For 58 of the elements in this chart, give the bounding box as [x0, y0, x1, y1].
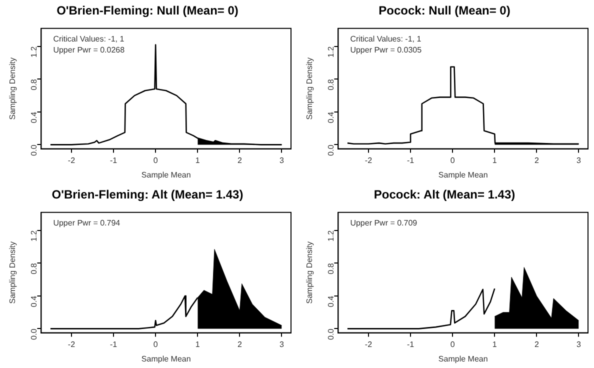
x-tick-label: 1 [492, 156, 498, 165]
x-tick-label: 3 [280, 156, 285, 165]
y-tick-label: 0.0 [326, 328, 336, 340]
x-axis-title: Sample Mean [141, 354, 191, 364]
x-tick-label: -1 [110, 156, 118, 165]
y-axis-title: Sampling Density [305, 241, 314, 304]
y-tick-label: 0.0 [326, 144, 336, 156]
x-tick-label: 3 [576, 340, 582, 349]
chart-title: Pocock: Alt (Mean= 1.43) [374, 188, 516, 202]
y-tick-label: 1.2 [326, 230, 336, 242]
chart-title: O'Brien-Fleming: Null (Mean= 0) [56, 4, 238, 18]
x-tick-label: 0 [153, 156, 158, 165]
x-tick-label: 0 [450, 340, 456, 349]
x-axis-title: Sample Mean [438, 170, 488, 180]
x-tick-label: -2 [364, 156, 373, 165]
x-axis-title: Sample Mean [438, 354, 488, 364]
y-tick-label: 0.4 [326, 111, 336, 124]
x-tick-label: 2 [534, 156, 540, 165]
y-tick-label: 0.8 [29, 262, 38, 274]
x-tick-label: 3 [280, 340, 285, 349]
annotation: Upper Pwr = 0.794 [53, 218, 121, 228]
x-tick-label: 2 [237, 340, 242, 349]
x-tick-label: -2 [68, 156, 76, 165]
x-tick-label: -1 [406, 156, 415, 165]
annotation: Critical Values: -1, 1 [53, 34, 125, 44]
annotation: Upper Pwr = 0.709 [350, 218, 418, 228]
x-tick-label: 0 [153, 340, 158, 349]
y-tick-label: 0.4 [29, 295, 38, 308]
annotation: Upper Pwr = 0.0268 [53, 46, 126, 55]
x-tick-label: 0 [450, 156, 456, 165]
x-tick-label: 2 [237, 156, 242, 165]
chart-title: O'Brien-Fleming: Alt (Mean= 1.43) [52, 188, 244, 202]
x-tick-label: 1 [195, 340, 200, 349]
x-tick-label: -1 [110, 340, 118, 349]
y-tick-label: 1.2 [29, 230, 38, 242]
y-tick-label: 1.2 [326, 46, 336, 58]
x-tick-label: 2 [534, 340, 540, 349]
annotation: Critical Values: -1, 1 [350, 34, 422, 44]
x-tick-label: 3 [576, 156, 582, 165]
y-tick-label: 0.8 [326, 78, 336, 90]
x-tick-label: -1 [406, 340, 415, 349]
y-axis-title: Sampling Density [8, 57, 18, 120]
x-tick-label: -2 [364, 340, 373, 349]
y-tick-label: 0.8 [29, 78, 38, 90]
x-tick-label: -2 [68, 340, 76, 349]
x-tick-label: 1 [195, 156, 200, 165]
y-axis-title: Sampling Density [8, 241, 18, 304]
x-axis-title: Sample Mean [141, 170, 191, 180]
y-axis-title: Sampling Density [305, 57, 314, 120]
x-tick-label: 1 [492, 340, 498, 349]
annotation: Upper Pwr = 0.0305 [350, 46, 422, 55]
y-tick-label: 0.4 [29, 111, 38, 124]
y-tick-label: 0.0 [29, 328, 38, 340]
y-tick-label: 0.4 [326, 295, 336, 308]
y-tick-label: 0.0 [29, 144, 38, 156]
y-tick-label: 1.2 [29, 46, 38, 58]
y-tick-label: 0.8 [326, 262, 336, 274]
chart-title: Pocock: Null (Mean= 0) [378, 4, 510, 18]
